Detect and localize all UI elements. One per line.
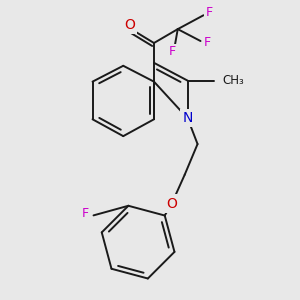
Text: N: N	[182, 111, 193, 125]
Text: F: F	[206, 6, 213, 19]
Text: CH₃: CH₃	[222, 74, 244, 87]
Text: O: O	[124, 18, 135, 32]
Text: F: F	[169, 45, 176, 58]
Text: O: O	[167, 196, 177, 211]
Text: F: F	[204, 37, 211, 50]
Text: F: F	[82, 207, 89, 220]
